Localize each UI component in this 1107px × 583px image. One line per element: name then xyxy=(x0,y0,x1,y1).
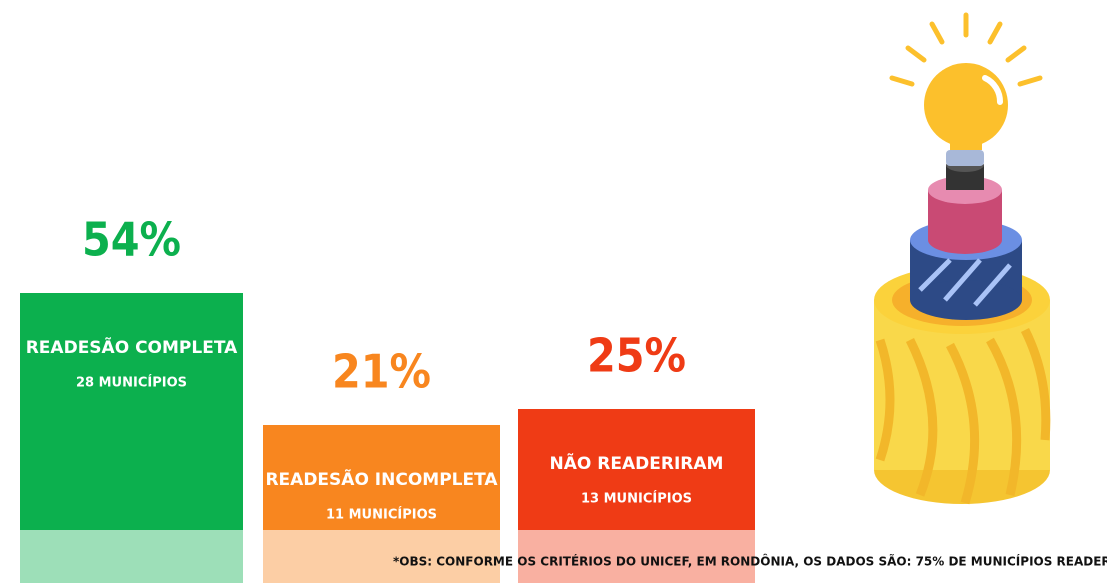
value-label: 54% xyxy=(82,213,181,267)
footnote: *OBS: CONFORME OS CRITÉRIOS DO UNICEF, E… xyxy=(393,554,1107,569)
category-sublabel: 28 MUNICÍPIOS xyxy=(76,375,187,391)
category-sublabel: 11 MUNICÍPIOS xyxy=(326,507,437,523)
value-label: 25% xyxy=(587,329,686,383)
value-label: 21% xyxy=(332,345,431,399)
lightbulb-illustration xyxy=(874,15,1050,504)
bar-fade xyxy=(20,530,243,583)
chart: 54% READESÃO COMPLETA 28 MUNICÍPIOS 21% READ… xyxy=(0,0,1107,583)
category-sublabel: 13 MUNICÍPIOS xyxy=(581,491,692,507)
category-label: READESÃO INCOMPLETA xyxy=(265,467,498,490)
category-label: NÃO READERIRAM xyxy=(550,451,724,474)
category-label: READESÃO COMPLETA xyxy=(26,335,238,358)
